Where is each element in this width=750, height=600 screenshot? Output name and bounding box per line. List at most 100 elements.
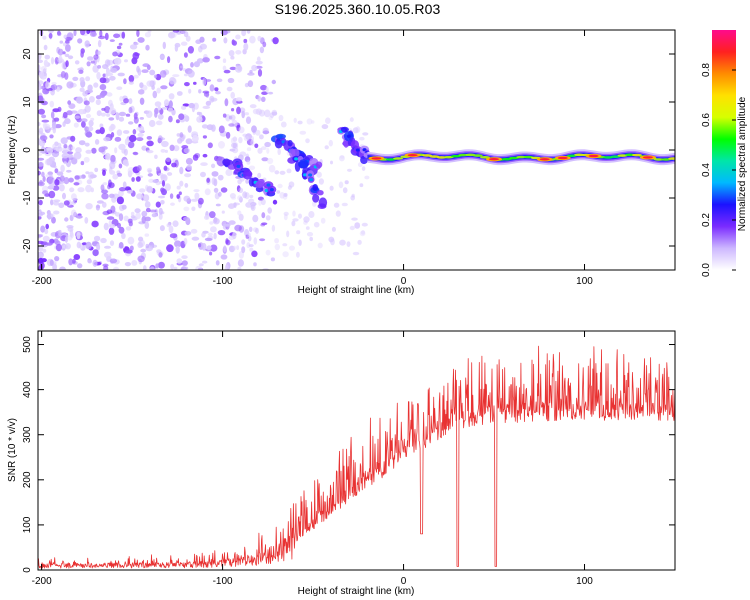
noise-speckle — [42, 123, 51, 130]
noise-speckle — [71, 157, 78, 165]
noise-speckle — [118, 190, 124, 197]
noise-speckle — [235, 97, 243, 102]
noise-speckle — [199, 43, 207, 50]
noise-speckle — [257, 35, 262, 42]
noise-speckle — [63, 177, 70, 185]
noise-speckle — [96, 243, 101, 251]
noise-speckle — [89, 31, 97, 37]
noise-speckle — [63, 161, 67, 165]
noise-speckle — [97, 65, 102, 69]
noise-speckle — [206, 177, 210, 183]
noise-speckle — [145, 44, 150, 51]
noise-speckle — [172, 74, 180, 78]
noise-speckle — [99, 84, 107, 91]
noise-speckle — [103, 222, 109, 231]
noise-speckle — [92, 259, 98, 267]
dispersed-blob-core — [355, 148, 360, 152]
noise-speckle — [133, 74, 139, 79]
noise-speckle — [223, 69, 231, 74]
noise-speckle — [222, 113, 227, 118]
noise-speckle — [55, 243, 63, 252]
noise-speckle — [210, 97, 218, 102]
noise-speckle — [74, 175, 80, 180]
noise-speckle — [149, 69, 156, 76]
noise-speckle — [77, 263, 83, 269]
noise-speckle — [286, 230, 290, 238]
noise-speckle — [212, 37, 217, 42]
noise-speckle — [106, 92, 113, 97]
noise-speckle — [136, 127, 140, 131]
noise-speckle — [69, 187, 75, 193]
noise-speckle — [60, 164, 65, 173]
noise-speckle — [204, 215, 210, 221]
noise-speckle — [258, 200, 262, 206]
noise-speckle — [85, 171, 90, 175]
noise-speckle — [170, 263, 175, 270]
noise-speckle — [159, 225, 165, 232]
noise-speckle — [38, 251, 42, 259]
noise-speckle — [217, 230, 226, 236]
noise-speckle — [38, 199, 43, 206]
noise-speckle — [248, 165, 256, 171]
noise-speckle — [329, 185, 334, 191]
noise-speckle — [64, 243, 71, 250]
noise-speckle — [78, 69, 84, 75]
noise-speckle — [140, 248, 147, 253]
noise-speckle — [176, 91, 183, 96]
noise-speckle — [45, 174, 50, 178]
noise-speckle — [52, 185, 60, 191]
noise-speckle — [146, 150, 154, 154]
noise-speckle — [272, 37, 279, 45]
noise-speckle — [53, 165, 57, 169]
noise-speckle — [73, 254, 81, 260]
noise-speckle — [38, 59, 43, 64]
snr-y-axis-label: SNR (10 * v/v) — [7, 418, 18, 482]
noise-speckle — [38, 127, 44, 135]
noise-speckle — [195, 265, 203, 270]
noise-speckle — [136, 165, 142, 172]
spectrogram-x-tick-label: -100 — [213, 276, 233, 287]
colorbar-tick-label: 0.6 — [701, 113, 712, 127]
noise-speckle — [318, 178, 324, 185]
noise-speckle — [237, 259, 244, 267]
noise-speckle — [115, 112, 120, 121]
noise-speckle — [187, 125, 192, 133]
noise-speckle — [146, 167, 153, 173]
noise-speckle — [97, 39, 102, 48]
noise-speckle — [137, 89, 145, 95]
noise-speckle — [84, 142, 90, 147]
snr-y-tick-label: 300 — [22, 426, 33, 443]
noise-speckle — [58, 231, 64, 237]
noise-speckle — [178, 113, 185, 120]
noise-speckle — [99, 77, 107, 84]
spectrogram-x-tick-label: 0 — [401, 276, 407, 287]
figure-title: S196.2025.360.10.05.R03 — [274, 1, 441, 17]
noise-speckle — [317, 242, 323, 249]
noise-speckle — [191, 236, 200, 241]
noise-speckle — [226, 86, 233, 92]
noise-speckle — [225, 114, 231, 122]
noise-speckle — [174, 42, 181, 48]
spectrogram-x-tick-label: -200 — [32, 276, 52, 287]
noise-speckle — [249, 247, 254, 252]
noise-speckle — [68, 258, 73, 266]
noise-speckle — [361, 222, 368, 227]
noise-speckle — [39, 135, 48, 141]
noise-speckle — [182, 216, 190, 221]
noise-speckle — [156, 166, 160, 172]
dispersed-blob-core — [266, 183, 271, 187]
noise-speckle — [339, 155, 345, 162]
noise-speckle — [221, 210, 225, 214]
noise-speckle — [130, 215, 136, 219]
dispersed-blob-core — [269, 188, 274, 192]
noise-speckle — [96, 110, 102, 117]
snr-y-ticks: 0 100 200 300 400 500 — [22, 336, 675, 573]
noise-speckle — [218, 141, 225, 149]
noise-speckle — [268, 164, 276, 173]
noise-speckle — [200, 162, 208, 167]
snr-x-tick-label: -100 — [213, 576, 233, 587]
noise-speckle — [73, 151, 82, 160]
noise-speckle — [109, 223, 116, 229]
noise-speckle — [133, 112, 138, 120]
noise-speckle — [128, 81, 134, 85]
